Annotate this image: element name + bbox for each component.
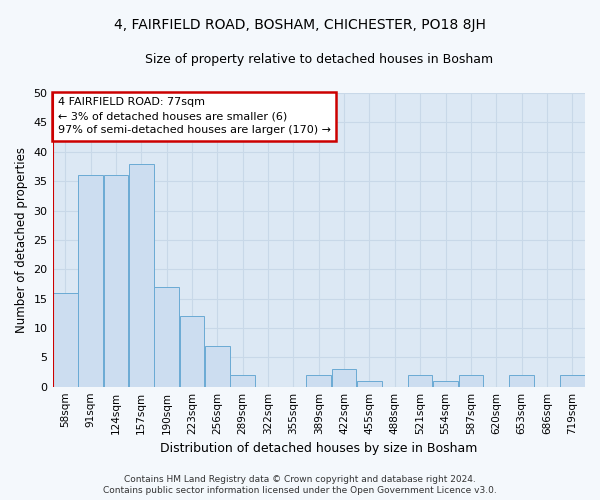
Bar: [458, 375, 483, 386]
Text: Contains public sector information licensed under the Open Government Licence v3: Contains public sector information licen…: [103, 486, 497, 495]
Bar: [433, 381, 458, 386]
Text: 4 FAIRFIELD ROAD: 77sqm
← 3% of detached houses are smaller (6)
97% of semi-deta: 4 FAIRFIELD ROAD: 77sqm ← 3% of detached…: [58, 98, 331, 136]
Bar: [179, 316, 204, 386]
X-axis label: Distribution of detached houses by size in Bosham: Distribution of detached houses by size …: [160, 442, 478, 455]
Bar: [78, 176, 103, 386]
Bar: [53, 292, 77, 386]
Bar: [560, 375, 584, 386]
Bar: [509, 375, 534, 386]
Bar: [104, 176, 128, 386]
Bar: [205, 346, 230, 387]
Bar: [332, 369, 356, 386]
Bar: [357, 381, 382, 386]
Bar: [307, 375, 331, 386]
Bar: [230, 375, 255, 386]
Text: 4, FAIRFIELD ROAD, BOSHAM, CHICHESTER, PO18 8JH: 4, FAIRFIELD ROAD, BOSHAM, CHICHESTER, P…: [114, 18, 486, 32]
Bar: [408, 375, 433, 386]
Text: Contains HM Land Registry data © Crown copyright and database right 2024.: Contains HM Land Registry data © Crown c…: [124, 475, 476, 484]
Y-axis label: Number of detached properties: Number of detached properties: [15, 147, 28, 333]
Title: Size of property relative to detached houses in Bosham: Size of property relative to detached ho…: [145, 52, 493, 66]
Bar: [129, 164, 154, 386]
Bar: [154, 287, 179, 386]
